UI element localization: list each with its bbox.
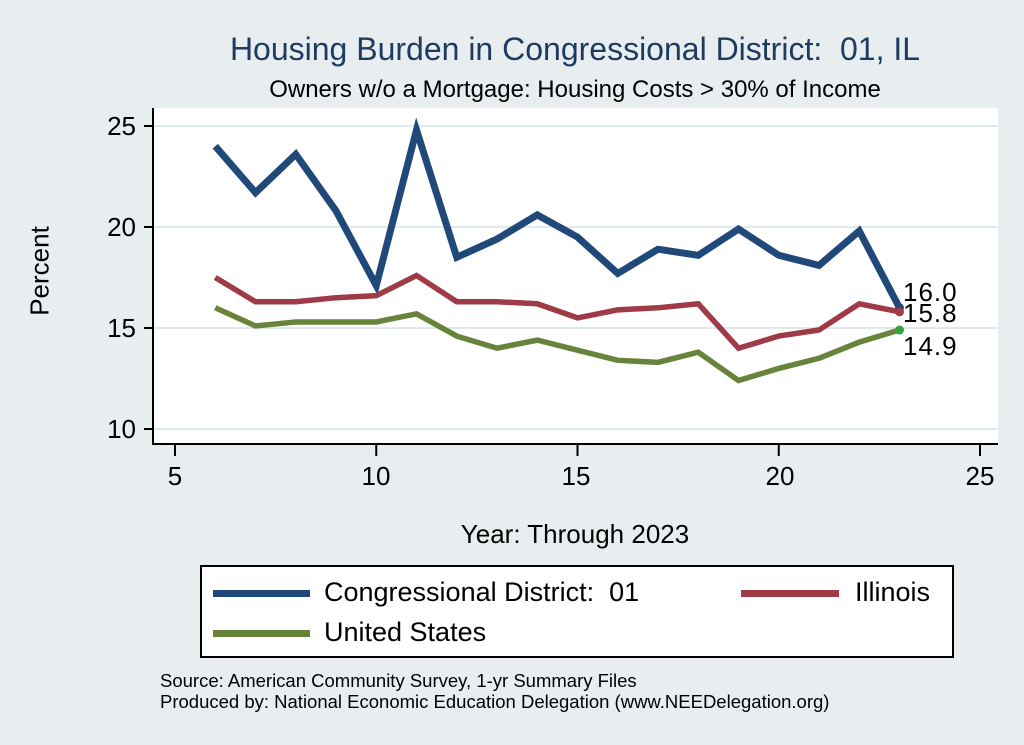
end-label-us: 14.9 [903, 331, 958, 361]
x-tick-label-20: 20 [765, 461, 795, 491]
y-tick-label-25: 25 [107, 111, 136, 141]
legend-swatch-district [213, 590, 310, 597]
legend-label-illinois: Illinois [855, 577, 931, 607]
plot-area [144, 108, 998, 456]
legend-swatch-us [213, 630, 310, 637]
x-axis-title: Year: Through 2023 [460, 519, 690, 549]
line-series-0 [212, 117, 903, 310]
y-tick-label-10: 10 [107, 414, 136, 444]
line-series-2 [214, 305, 901, 384]
plot-background [152, 108, 998, 445]
source-line-2: Produced by: National Economic Education… [160, 691, 830, 712]
end-label-district: 16.0 [903, 277, 958, 307]
x-tick-label-25: 25 [965, 461, 995, 491]
legend-swatch-illinois [741, 590, 839, 597]
legend-label-district: Congressional District: 01 [324, 577, 640, 607]
source-line-1: Source: American Community Survey, 1-yr … [160, 670, 637, 691]
y-axis-title: Percent [24, 226, 55, 316]
end-dot-series-1 [895, 307, 904, 317]
x-tick-label-10: 10 [361, 461, 391, 491]
legend-label-us: United States [324, 617, 487, 647]
end-label-illinois: 15.8 [903, 298, 958, 328]
y-tick-label-15: 15 [107, 313, 136, 343]
chart-subtitle: Owners w/o a Mortgage: Housing Costs > 3… [269, 76, 881, 103]
x-tick-label-5: 5 [167, 461, 183, 491]
end-dot-series-2 [895, 325, 904, 335]
x-tick-label-15: 15 [561, 461, 591, 491]
chart-title: Housing Burden in Congressional District… [229, 31, 921, 67]
legend: Congressional District: 01 Illinois Unit… [200, 565, 954, 658]
y-tick-label-20: 20 [107, 212, 136, 242]
line-series-1 [213, 272, 901, 352]
